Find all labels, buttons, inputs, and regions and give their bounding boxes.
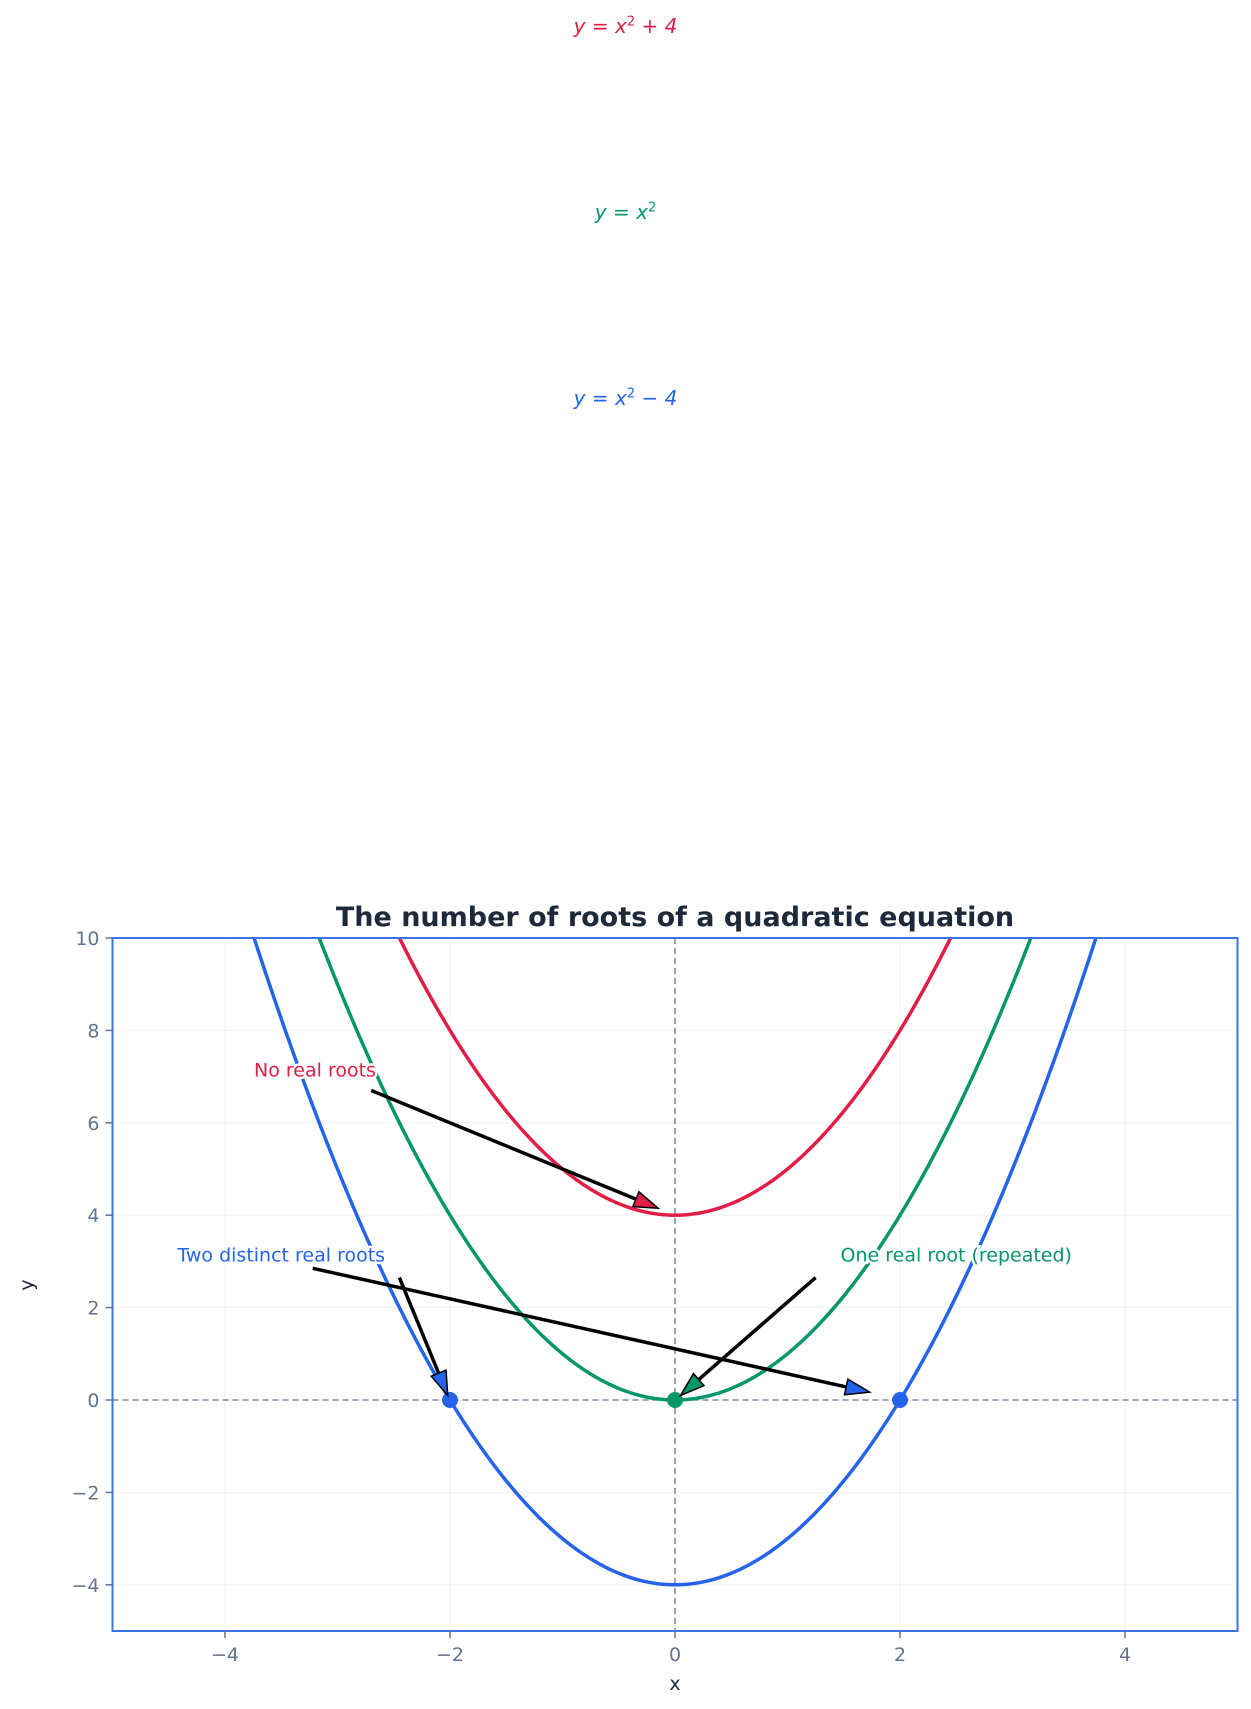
annotation-arrow-head xyxy=(429,1369,449,1398)
y-tick-label: 10 xyxy=(75,928,99,950)
x-tick-label: −4 xyxy=(211,1644,239,1666)
annotation-arrow-shaft xyxy=(397,1276,441,1374)
x-tick-label: −2 xyxy=(436,1644,464,1666)
y-tick-label: 0 xyxy=(87,1390,99,1412)
axis-ticks: −4 −2 0 2 4 −4 −2 0 2 4 6 8 10 xyxy=(71,928,1131,1666)
equation-label-red: y = x2 + 4 xyxy=(573,14,678,38)
y-tick-label: 6 xyxy=(87,1113,99,1135)
x-axis-label: x xyxy=(669,1673,680,1695)
curve-y-x-2-4 xyxy=(397,938,953,1217)
annotation-label: One real root (repeated) xyxy=(841,1244,1072,1266)
annotation-arrow-shaft xyxy=(697,1276,817,1381)
root-point xyxy=(892,1392,908,1408)
y-axis-label: y xyxy=(16,1279,38,1290)
y-tick-label: 8 xyxy=(87,1020,99,1042)
root-point xyxy=(442,1392,458,1408)
root-points xyxy=(442,1392,908,1408)
y-tick-label: 2 xyxy=(87,1298,99,1320)
equation-label-blue: y = x2 − 4 xyxy=(573,386,678,410)
curve-y-x-2-4 xyxy=(252,938,1098,1587)
root-point xyxy=(667,1392,683,1408)
annotation-label: Two distinct real roots xyxy=(176,1244,385,1266)
annotation-arrow-head xyxy=(631,1190,661,1210)
y-tick-label: −2 xyxy=(71,1482,99,1504)
annotations: No real roots Two distinct real roots One … xyxy=(174,1057,1074,1398)
annotation-arrow-shaft xyxy=(312,1266,847,1389)
equation-label-green: y = x2 xyxy=(594,200,657,224)
chart-title: The number of roots of a quadratic equat… xyxy=(336,902,1014,933)
annotation-label: No real roots xyxy=(254,1060,376,1082)
y-tick-label: 4 xyxy=(87,1205,99,1227)
y-tick-label: −4 xyxy=(71,1575,99,1597)
annotation-arrow-head xyxy=(678,1372,706,1397)
x-tick-label: 2 xyxy=(894,1644,906,1666)
x-tick-label: 4 xyxy=(1119,1644,1131,1666)
annotation-arrow-shaft xyxy=(370,1088,637,1201)
annotation-arrow-head xyxy=(843,1377,872,1396)
x-tick-label: 0 xyxy=(669,1644,681,1666)
